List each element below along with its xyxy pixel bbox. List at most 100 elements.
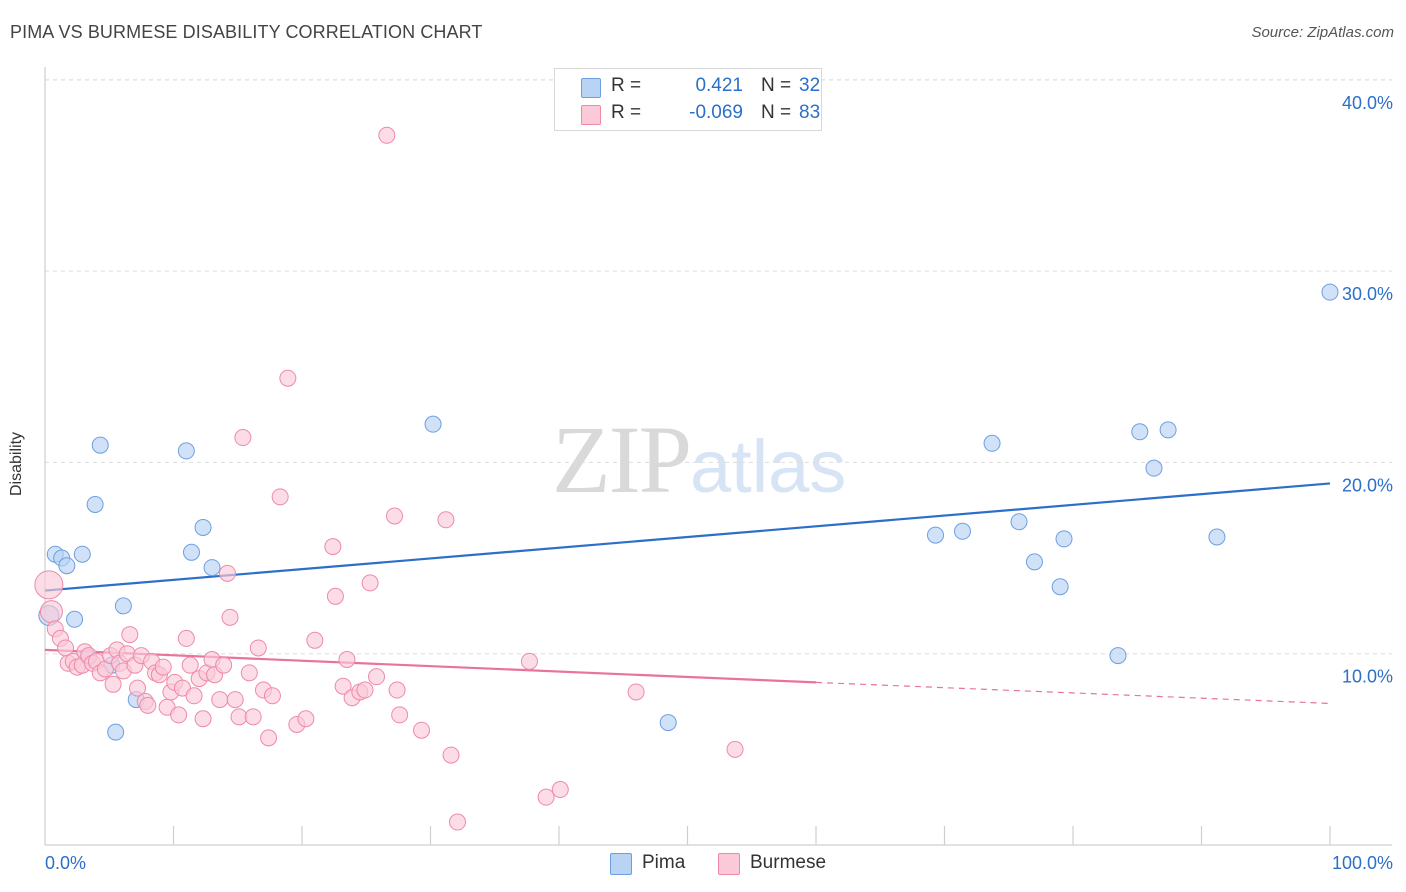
- pima-point: [424, 415, 442, 433]
- bottom-legend-swatch-pima: [610, 853, 632, 875]
- tick-labels: 10.0% 20.0% 30.0% 40.0% 0.0% 100.0%: [45, 93, 1393, 873]
- pima-point: [203, 559, 221, 577]
- pima-point: [86, 495, 104, 513]
- burmese-point: [448, 813, 466, 831]
- legend-swatch-burmese: [581, 105, 601, 125]
- n-label: N =: [761, 102, 792, 123]
- burmese-point: [39, 600, 63, 624]
- pima-point: [194, 518, 212, 536]
- burmese-point: [334, 677, 352, 695]
- correlation-legend: R = 0.421 N = 32 R = -0.069 N = 83: [554, 68, 822, 131]
- bottom-legend-label-pima: Pima: [642, 852, 686, 873]
- burmese-point: [306, 631, 324, 649]
- burmese-point: [279, 369, 297, 387]
- y-tick-label: 20.0%: [1342, 475, 1393, 495]
- data-points: [34, 126, 1339, 831]
- r-value: -0.069: [689, 102, 743, 123]
- burmese-point: [326, 587, 344, 605]
- bottom-legend-label-burmese: Burmese: [750, 852, 827, 873]
- burmese-point: [121, 626, 139, 644]
- pima-point: [58, 557, 76, 575]
- pima-point: [1109, 647, 1127, 665]
- burmese-point: [226, 691, 244, 709]
- pima-point: [73, 545, 91, 563]
- burmese-point: [627, 683, 645, 701]
- burmese-point: [271, 488, 289, 506]
- burmese-point: [104, 675, 122, 693]
- pima-point: [659, 714, 677, 732]
- pima-point: [927, 526, 945, 544]
- pima-point: [91, 436, 109, 454]
- pima-point: [177, 442, 195, 460]
- watermark-zip: ZIP: [552, 406, 692, 513]
- pima-point: [983, 434, 1001, 452]
- burmese-point: [263, 687, 281, 705]
- burmese-point: [218, 564, 236, 582]
- burmese-point: [361, 574, 379, 592]
- burmese-point: [413, 721, 431, 739]
- pima-point: [1145, 459, 1163, 477]
- r-label: R =: [611, 102, 642, 123]
- burmese-point: [368, 668, 386, 686]
- pima-point: [1025, 553, 1043, 571]
- y-axis-label: Disability: [8, 431, 25, 496]
- burmese-trend-line: [44, 648, 817, 684]
- watermark: ZIPatlas: [552, 404, 846, 515]
- pima-point: [953, 522, 971, 540]
- n-label: N =: [761, 75, 792, 96]
- n-value: 83: [799, 102, 821, 123]
- n-value: 32: [799, 75, 821, 96]
- source-credit: Source: ZipAtlas.com: [1251, 24, 1394, 41]
- burmese-point: [154, 658, 172, 676]
- burmese-point: [520, 652, 538, 670]
- y-tick-label: 30.0%: [1342, 284, 1393, 304]
- pima-point: [1131, 423, 1149, 441]
- burmese-point: [551, 781, 569, 799]
- burmese-point: [386, 507, 404, 525]
- y-tick-label: 40.0%: [1342, 93, 1393, 113]
- x-tick-label-min: 0.0%: [45, 853, 86, 873]
- chart-title: PIMA VS BURMESE DISABILITY CORRELATION C…: [10, 22, 483, 42]
- burmese-point: [338, 650, 356, 668]
- burmese-point: [378, 126, 396, 144]
- trend-lines: [44, 482, 1331, 705]
- burmese-point: [260, 729, 278, 747]
- r-value: 0.421: [695, 75, 743, 96]
- burmese-point: [391, 706, 409, 724]
- pima-point: [1208, 528, 1226, 546]
- burmese-point: [230, 708, 248, 726]
- pima-trend-line: [44, 482, 1331, 592]
- burmese-point: [129, 679, 147, 697]
- pima-point: [1321, 283, 1339, 301]
- legend-swatch-pima: [581, 78, 601, 98]
- burmese-point: [388, 681, 406, 699]
- pima-point: [114, 597, 132, 615]
- burmese-point: [726, 740, 744, 758]
- burmese-point: [139, 696, 157, 714]
- burmese-point: [234, 429, 252, 447]
- pima-point: [1051, 578, 1069, 596]
- pima-point: [66, 610, 84, 628]
- burmese-point: [249, 639, 267, 657]
- burmese-point: [221, 608, 239, 626]
- pima-point: [1055, 530, 1073, 548]
- pima-point: [107, 723, 125, 741]
- burmese-point: [177, 629, 195, 647]
- burmese-trend-extension: [815, 681, 1331, 705]
- burmese-point: [324, 538, 342, 556]
- r-label: R =: [611, 75, 642, 96]
- burmese-point: [297, 710, 315, 728]
- burmese-point: [437, 511, 455, 529]
- pima-point: [1010, 513, 1028, 531]
- x-tick-label-max: 100.0%: [1332, 853, 1393, 873]
- burmese-point: [537, 788, 555, 806]
- bottom-legend-swatch-burmese: [718, 853, 740, 875]
- burmese-point: [244, 708, 262, 726]
- burmese-point: [215, 656, 233, 674]
- pima-point: [1159, 421, 1177, 439]
- burmese-point: [356, 681, 374, 699]
- burmese-point: [240, 664, 258, 682]
- pima-point: [182, 543, 200, 561]
- burmese-point: [170, 706, 188, 724]
